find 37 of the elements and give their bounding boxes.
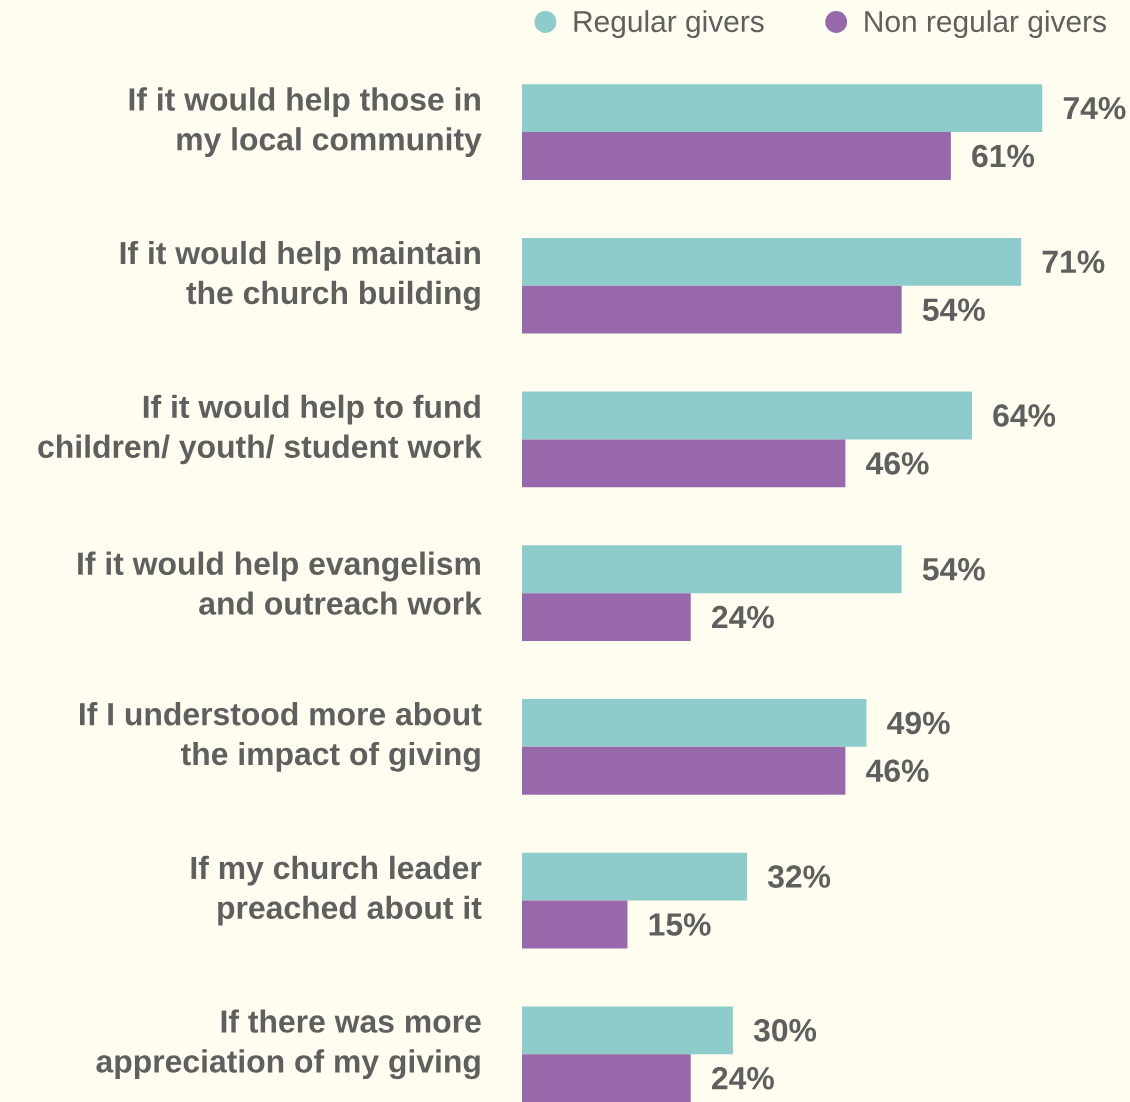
bar <box>522 1006 733 1055</box>
bar <box>522 131 951 180</box>
bar <box>522 1054 691 1102</box>
bar <box>522 439 846 488</box>
data-label: 54% <box>922 298 985 321</box>
data-label: 64% <box>993 404 1056 427</box>
data-label: 46% <box>866 451 929 475</box>
data-label: 46% <box>866 759 929 782</box>
data-label: 54% <box>922 557 985 581</box>
bar <box>522 900 628 949</box>
data-label: 30% <box>753 1018 817 1042</box>
bar <box>522 592 691 641</box>
bar <box>522 746 846 795</box>
bar <box>522 698 867 747</box>
data-label: 49% <box>887 711 950 735</box>
bar <box>522 237 1022 286</box>
data-label: 71% <box>1042 250 1105 273</box>
bar <box>522 84 1043 132</box>
bar <box>522 391 972 440</box>
y-tick-label: If it would help evangelism and outreach work <box>78 551 482 615</box>
legend-label: Non regular givers <box>865 9 1106 38</box>
data-label: 24% <box>712 1066 774 1090</box>
bar <box>522 285 902 334</box>
y-tick-label: If it would help to fund children/ youth/ student work <box>38 394 482 465</box>
y-tick-label: If my church leader preached about it <box>191 855 482 926</box>
y-tick-label: If it would help those in my local community <box>129 87 482 157</box>
y-tick-label: If it would help maintain the church building <box>120 240 480 311</box>
y-tick-label: If I understood more about the impact of giving <box>79 701 482 772</box>
bar <box>522 545 902 593</box>
y-tick-label: If there was more appreciation of my giving <box>96 1009 481 1079</box>
data-label: 32% <box>767 865 831 888</box>
bar <box>522 852 747 901</box>
data-label: 61% <box>972 144 1035 168</box>
data-label: 15% <box>649 913 711 936</box>
legend-label: Regular givers <box>574 9 764 38</box>
data-label: 74% <box>1063 96 1126 120</box>
data-label: 24% <box>712 605 774 629</box>
